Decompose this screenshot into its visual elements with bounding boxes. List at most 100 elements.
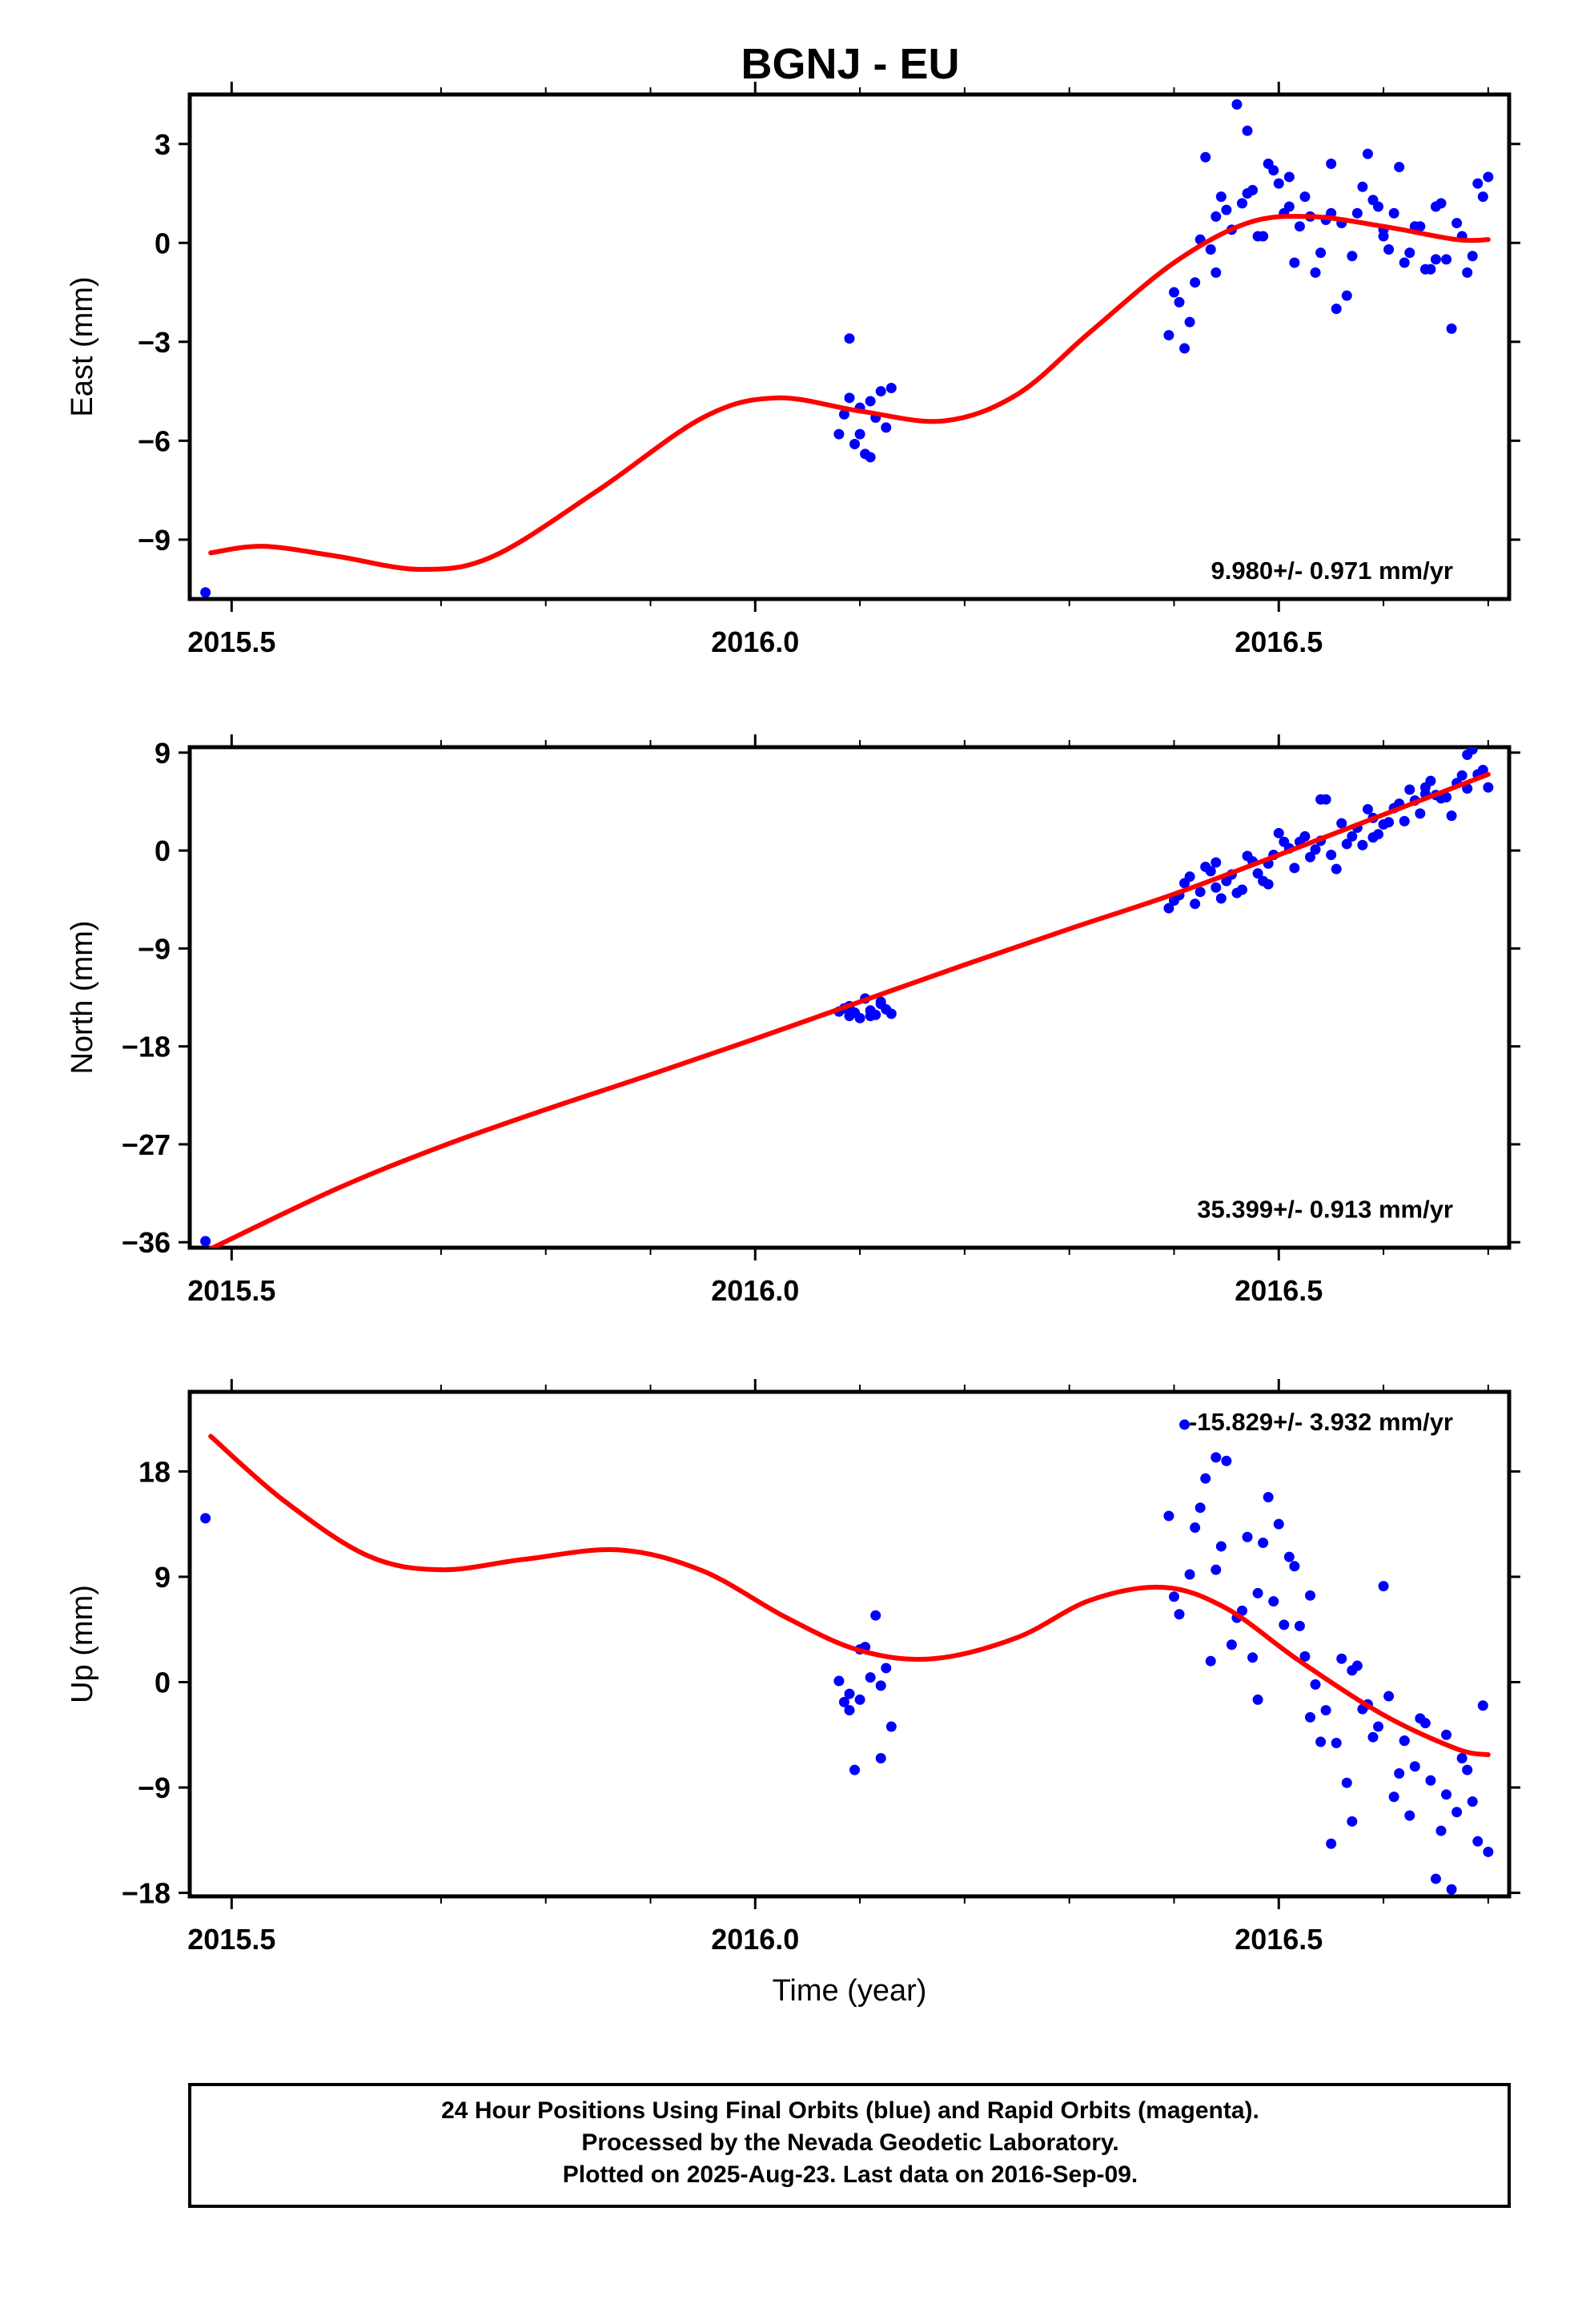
data-point <box>1357 181 1368 192</box>
data-point <box>1279 836 1290 847</box>
data-point <box>1211 857 1222 868</box>
y-tick-label: 0 <box>155 227 171 259</box>
data-point <box>833 1675 845 1687</box>
data-point <box>1289 1561 1300 1572</box>
data-point <box>1435 1825 1447 1836</box>
data-point <box>844 1705 855 1716</box>
data-point <box>1320 1705 1331 1716</box>
data-point <box>1404 247 1415 259</box>
data-point <box>849 1764 861 1775</box>
data-point <box>1289 862 1300 874</box>
data-point <box>1404 784 1415 795</box>
y-tick-label: 0 <box>155 834 171 867</box>
footer-box: 24 Hour Positions Using Final Orbits (bl… <box>188 2083 1511 2208</box>
x-tick-label: 2016.5 <box>1235 1923 1323 1956</box>
data-point <box>1236 1605 1247 1616</box>
data-point <box>1483 171 1494 183</box>
data-point <box>1425 263 1436 275</box>
data-point <box>844 392 855 404</box>
data-point <box>1190 1522 1201 1534</box>
data-point <box>1326 158 1337 169</box>
data-point <box>1467 1796 1478 1807</box>
y-tick-label: −6 <box>138 424 171 457</box>
data-point <box>200 1236 211 1247</box>
data-point <box>1472 178 1484 189</box>
data-point <box>1441 254 1452 265</box>
data-point <box>1462 750 1473 761</box>
data-point <box>1477 1700 1488 1711</box>
x-axis-label: Time (year) <box>773 1974 927 2008</box>
plot-frame <box>187 745 1512 1250</box>
data-point <box>1367 832 1379 843</box>
data-point <box>865 452 876 463</box>
data-point <box>1341 290 1352 301</box>
data-point <box>1336 1653 1347 1664</box>
data-point <box>885 1721 897 1732</box>
y-tick-label: 18 <box>139 1455 171 1488</box>
x-tick-label: 2016.0 <box>711 625 799 658</box>
plot-frame <box>187 1389 1512 1899</box>
data-point <box>1467 251 1478 262</box>
data-point <box>875 996 886 1007</box>
data-point <box>1347 251 1358 262</box>
y-axis-label: North (mm) <box>66 920 99 1074</box>
data-point <box>1294 221 1305 232</box>
data-point <box>1456 770 1468 781</box>
data-point <box>865 396 876 407</box>
data-point <box>200 587 211 598</box>
data-point <box>1279 1619 1290 1630</box>
data-point <box>1310 267 1321 278</box>
data-point <box>1415 221 1426 232</box>
plot-area <box>200 1419 1494 1895</box>
data-point <box>1299 191 1311 203</box>
data-point <box>854 1694 865 1705</box>
data-point <box>1483 782 1494 793</box>
data-point <box>1211 882 1222 893</box>
data-point <box>838 408 849 420</box>
data-point <box>1299 1651 1311 1662</box>
data-point <box>1462 267 1473 278</box>
data-point <box>844 1688 855 1699</box>
y-tick-label: −9 <box>138 932 171 965</box>
data-point <box>1347 1815 1358 1827</box>
data-point <box>1231 99 1243 110</box>
data-point <box>1294 1620 1305 1631</box>
plot-area <box>200 99 1494 598</box>
data-point <box>875 386 886 397</box>
data-point <box>1258 875 1269 887</box>
data-point <box>1252 1694 1263 1705</box>
x-tick-label: 2016.0 <box>711 1274 799 1307</box>
data-point <box>1310 1679 1321 1690</box>
data-point <box>1273 178 1284 189</box>
data-point <box>1273 1518 1284 1530</box>
data-point <box>1351 207 1363 219</box>
data-point <box>1347 830 1358 842</box>
data-point <box>1299 830 1311 842</box>
data-point <box>1273 827 1284 838</box>
data-point <box>1200 151 1211 163</box>
data-point <box>854 1012 865 1023</box>
data-point <box>1383 244 1395 255</box>
x-tick-label: 2016.5 <box>1235 625 1323 658</box>
data-point <box>1190 899 1201 910</box>
data-point <box>1268 165 1279 176</box>
velocity-label: -15.829+/- 3.932 mm/yr <box>1189 1408 1453 1436</box>
data-point <box>1289 257 1300 268</box>
data-point <box>885 382 897 393</box>
y-tick-label: 9 <box>155 1561 171 1594</box>
data-point <box>1252 1587 1263 1598</box>
data-point <box>1441 1789 1452 1800</box>
data-point <box>1310 844 1321 855</box>
data-point <box>1263 1492 1274 1503</box>
data-point <box>881 422 892 433</box>
data-point <box>1378 1581 1389 1592</box>
data-point <box>1394 1768 1405 1779</box>
data-point <box>1283 1551 1295 1562</box>
data-point <box>1184 871 1195 883</box>
data-point <box>870 1610 881 1621</box>
data-point <box>1205 244 1216 255</box>
data-point <box>1236 884 1247 895</box>
data-point <box>1446 1884 1457 1895</box>
x-tick-label: 2016.0 <box>711 1923 799 1956</box>
footer-line-2: Processed by the Nevada Geodetic Laborat… <box>581 2129 1118 2156</box>
